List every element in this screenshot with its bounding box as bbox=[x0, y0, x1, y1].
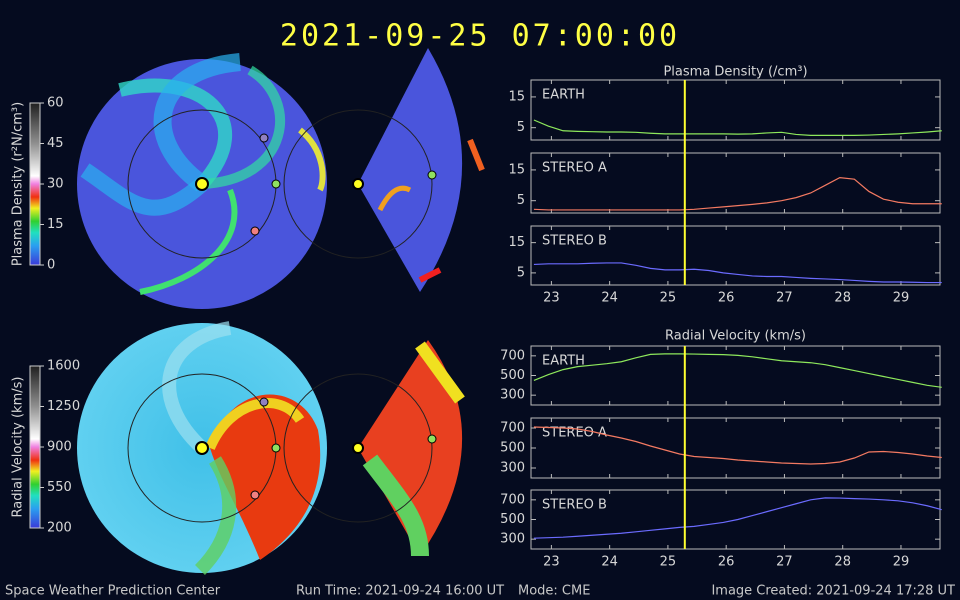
series-line bbox=[533, 426, 942, 465]
colorbar bbox=[29, 102, 41, 266]
x-tick-label: 29 bbox=[893, 291, 910, 306]
chart-title: Plasma Density (/cm³) bbox=[663, 65, 807, 80]
colorbar-tick-label: 60 bbox=[47, 96, 64, 111]
velocity-polar-map bbox=[77, 321, 327, 575]
y-tick-label: 300 bbox=[500, 532, 525, 547]
panel-label: STEREO B bbox=[542, 234, 607, 249]
footer-run-time: Run Time: 2021-09-24 16:00 UT bbox=[296, 584, 504, 599]
colorbar bbox=[29, 365, 41, 529]
y-tick-label: 700 bbox=[500, 421, 525, 436]
panel-label: STEREO B bbox=[542, 498, 607, 513]
footer-created: Image Created: 2021-09-24 17:28 UT bbox=[711, 584, 955, 599]
x-tick-label: 25 bbox=[660, 291, 677, 306]
series-line bbox=[533, 497, 942, 539]
panel-label: STEREO A bbox=[542, 161, 607, 176]
x-tick-label: 27 bbox=[776, 291, 793, 306]
density-polar-map bbox=[77, 53, 327, 309]
x-tick-label: 28 bbox=[834, 555, 851, 570]
velocity-wedge-map bbox=[283, 340, 465, 557]
colorbar-label: Plasma Density (r²N/cm³) bbox=[11, 102, 26, 266]
y-tick-label: 5 bbox=[517, 193, 525, 208]
x-tick-label: 29 bbox=[893, 555, 910, 570]
y-tick-label: 700 bbox=[500, 492, 525, 507]
panel-label: EARTH bbox=[542, 88, 585, 103]
x-tick-label: 24 bbox=[601, 291, 618, 306]
series-line bbox=[533, 119, 942, 136]
x-tick-label: 27 bbox=[776, 555, 793, 570]
x-tick-label: 25 bbox=[660, 555, 677, 570]
y-tick-label: 5 bbox=[517, 265, 525, 280]
panel-label: EARTH bbox=[542, 354, 585, 369]
x-tick-label: 26 bbox=[718, 555, 735, 570]
colorbar-tick-label: 45 bbox=[47, 136, 64, 151]
colorbar-label: Radial Velocity (km/s) bbox=[11, 377, 26, 518]
y-tick-label: 15 bbox=[508, 89, 525, 104]
timestamp: 2021-09-25 07:00:00 bbox=[280, 19, 680, 54]
chart-title: Radial Velocity (km/s) bbox=[665, 329, 806, 344]
y-tick-label: 300 bbox=[500, 388, 525, 403]
footer-center: Space Weather Prediction Center bbox=[5, 584, 221, 599]
x-tick-label: 26 bbox=[718, 291, 735, 306]
x-tick-label: 23 bbox=[543, 291, 560, 306]
colorbar-tick-label: 15 bbox=[47, 217, 64, 232]
colorbar-tick-label: 200 bbox=[47, 521, 72, 536]
panel-frame bbox=[530, 79, 941, 141]
colorbar-tick-label: 550 bbox=[47, 480, 72, 495]
density-wedge-map bbox=[283, 48, 485, 292]
y-tick-label: 700 bbox=[500, 348, 525, 363]
colorbar-tick-label: 0 bbox=[47, 258, 55, 273]
x-tick-label: 23 bbox=[543, 555, 560, 570]
series-line bbox=[533, 353, 942, 388]
y-tick-label: 300 bbox=[500, 461, 525, 476]
y-tick-label: 500 bbox=[500, 512, 525, 527]
x-tick-label: 24 bbox=[601, 555, 618, 570]
panel-frame bbox=[530, 152, 941, 214]
y-tick-label: 500 bbox=[500, 441, 525, 456]
colorbar-tick-label: 30 bbox=[47, 177, 64, 192]
y-tick-label: 15 bbox=[508, 162, 525, 177]
footer-mode: Mode: CME bbox=[518, 584, 590, 599]
panel-label: STEREO A bbox=[542, 426, 607, 441]
series-line bbox=[533, 262, 942, 284]
y-tick-label: 500 bbox=[500, 368, 525, 383]
series-line bbox=[533, 176, 942, 211]
colorbar-tick-label: 1250 bbox=[47, 399, 80, 414]
y-tick-label: 5 bbox=[517, 120, 525, 135]
colorbar-tick-label: 1600 bbox=[47, 359, 80, 374]
panel-frame bbox=[530, 225, 941, 286]
x-tick-label: 28 bbox=[834, 291, 851, 306]
colorbar-tick-label: 900 bbox=[47, 440, 72, 455]
y-tick-label: 15 bbox=[508, 235, 525, 250]
